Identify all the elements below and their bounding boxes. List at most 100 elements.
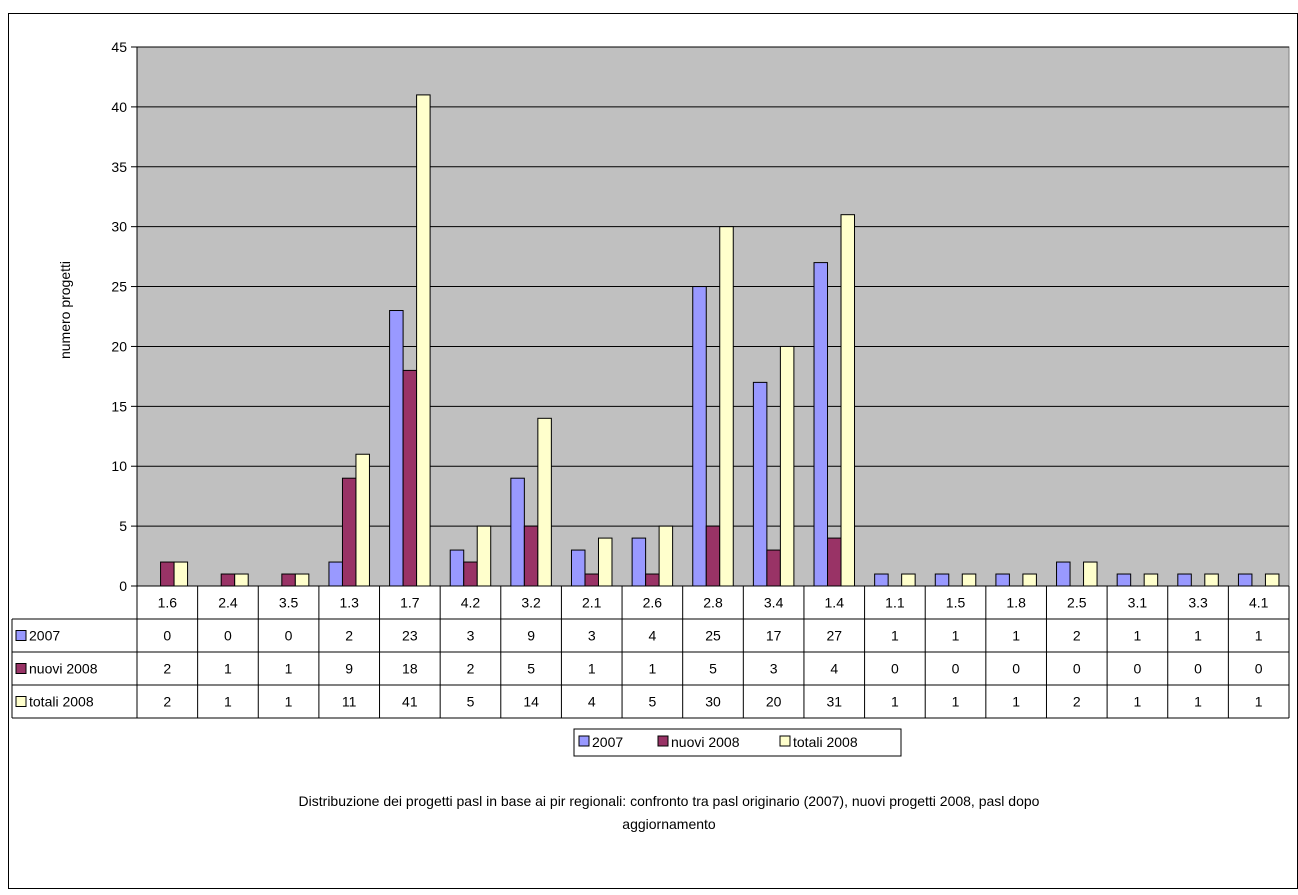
bar-2007 [752,381,768,587]
table-cell: 20 [766,694,782,710]
y-tick-label: 35 [111,159,127,175]
x-tick-label: 1.3 [339,595,359,611]
caption-line-1: Distribuzione dei progetti pasl in base … [299,793,1040,809]
bar-2007 [328,561,343,587]
bar-2007 [874,573,889,587]
table-cell: 2 [467,661,475,677]
table-cell: 3 [467,628,475,644]
bar-totali-2008 [355,453,370,587]
table-cell: 0 [952,661,960,677]
legend-swatch [578,735,590,747]
table-cell: 1 [952,628,960,644]
bar-totali-2008 [901,573,916,587]
bar-2007 [389,310,404,587]
x-tick-label: 2.5 [1067,595,1087,611]
table-cell: 1 [285,661,293,677]
table-cell: 5 [467,694,475,710]
table-cell: 1 [1255,628,1263,644]
table-cell: 2 [163,661,171,677]
legend-box [573,728,902,757]
table-cell: 0 [1012,661,1020,677]
table-cell: 1 [1134,694,1142,710]
y-tick-label: 45 [111,39,127,55]
y-axis-label: numero progetti [57,261,73,359]
bar-2007 [1116,573,1132,587]
table-cell: 0 [1073,661,1081,677]
y-tick-label: 10 [111,458,127,474]
legend-swatch [657,735,669,747]
table-cell: 1 [1012,628,1020,644]
table-cell: 3 [770,661,778,677]
bar-2007 [1237,573,1253,587]
x-tick-label: 1.5 [946,595,966,611]
y-tick-label: 40 [111,99,127,115]
table-legend-swatch [15,696,27,707]
table-cell: 27 [826,628,842,644]
table-cell: 1 [285,694,293,710]
y-tick-label: 20 [111,338,127,354]
table-cell: 11 [342,694,357,710]
table-cell: 1 [952,694,960,710]
table-row-label: 2007 [29,628,60,644]
bar-totali-2008 [476,525,492,587]
bar-nuovi-2008 [160,561,175,587]
bar-nuovi-2008 [341,477,357,587]
bar-totali-2008 [173,561,189,587]
bar-2007 [570,549,586,587]
bar-totali-2008 [840,214,856,587]
bar-totali-2008 [658,525,674,587]
bar-2007 [631,537,647,587]
table-cell: 1 [1194,628,1202,644]
bar-nuovi-2008 [220,573,236,587]
bar-totali-2008 [416,94,431,587]
bar-totali-2008 [1204,573,1219,587]
x-tick-label: 1.8 [1006,595,1026,611]
table-cell: 4 [588,694,596,710]
legend-label: totali 2008 [793,734,858,750]
table-cell: 23 [402,628,418,644]
table-cell: 25 [705,628,721,644]
table-cell: 2 [163,694,171,710]
table-cell: 2 [345,628,353,644]
table-cell: 31 [826,694,842,710]
table-cell: 0 [1255,661,1263,677]
table-cell: 1 [588,661,596,677]
legend-swatch [779,735,791,747]
plot-background [136,46,1290,587]
table-cell: 0 [224,628,232,644]
x-tick-label: 1.7 [400,595,420,611]
caption-line-2: aggiornamento [622,816,716,832]
table-cell: 2 [1073,694,1081,710]
table-cell: 4 [648,628,656,644]
bar-nuovi-2008 [463,561,478,587]
y-tick-label: 25 [111,279,127,295]
x-tick-label: 2.4 [218,595,238,611]
bar-nuovi-2008 [584,573,599,587]
table-cell: 17 [766,628,782,644]
table-row-label: totali 2008 [29,694,94,710]
x-tick-label: 4.1 [1249,595,1269,611]
plot-area: 0 5 10 15 20 25 30 35 40 45 [111,39,1290,594]
table-cell: 1 [891,628,899,644]
table-legend-swatch [15,663,27,674]
legend: 2007 nuovi 2008 totali 2008 [573,728,902,757]
bar-nuovi-2008 [281,573,296,587]
bar-totali-2008 [597,537,613,587]
table-cell: 0 [285,628,293,644]
x-tick-label: 2.8 [703,595,723,611]
x-tick-label: 3.1 [1128,595,1148,611]
bar-nuovi-2008 [827,537,842,587]
table-row-label: nuovi 2008 [29,661,98,677]
legend-label: nuovi 2008 [671,734,740,750]
bar-totali-2008 [719,226,734,587]
table-cell: 1 [1012,694,1020,710]
bar-totali-2008 [1264,573,1280,587]
bar-totali-2008 [1083,561,1098,587]
table-cell: 0 [1134,661,1142,677]
table-cell: 1 [224,661,232,677]
table-cell: 5 [648,694,656,710]
bar-nuovi-2008 [402,369,418,587]
bar-totali-2008 [1143,573,1159,587]
table-cell: 0 [891,661,899,677]
